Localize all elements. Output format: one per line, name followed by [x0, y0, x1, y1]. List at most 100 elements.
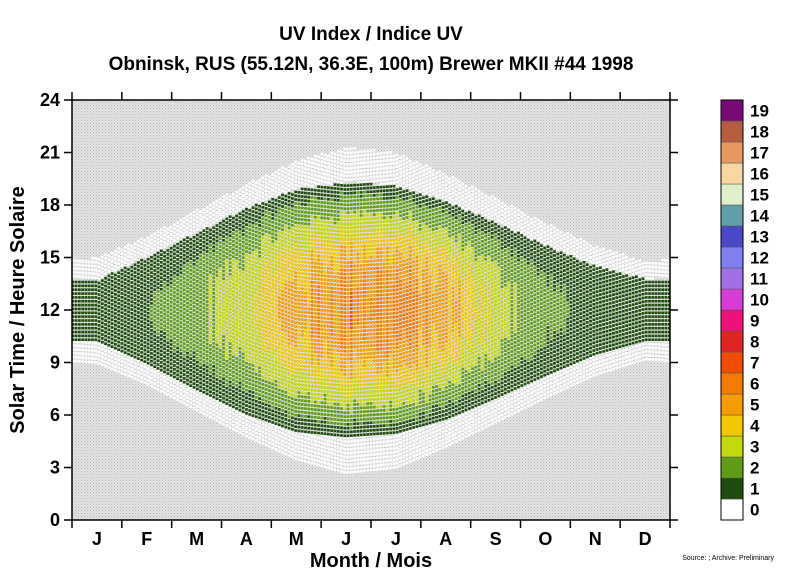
uv-mark-zero [205, 206, 209, 209]
uv-mark [336, 353, 340, 356]
uv-mark [235, 318, 239, 322]
uv-mark [258, 239, 261, 243]
uv-mark [258, 251, 261, 254]
uv-mark [349, 322, 353, 326]
uv-mark [290, 204, 294, 208]
uv-mark [248, 212, 252, 216]
uv-mark [353, 310, 357, 314]
uv-mark [254, 246, 258, 249]
uv-mark [271, 297, 275, 301]
uv-mark [81, 338, 85, 342]
uv-mark-zero [182, 386, 186, 390]
uv-mark [317, 243, 320, 246]
uv-mark-zero [287, 438, 291, 442]
uv-mark [143, 260, 147, 263]
uv-mark [333, 314, 337, 317]
uv-mark-zero [304, 175, 307, 178]
uv-mark [297, 225, 301, 229]
uv-mark-zero [72, 340, 75, 343]
uv-mark [320, 312, 324, 316]
uv-mark [192, 259, 196, 262]
uv-mark [199, 262, 203, 265]
uv-mark-zero [343, 159, 347, 162]
uv-mark [313, 339, 317, 342]
uv-mark [313, 196, 317, 200]
uv-mark-zero [294, 449, 298, 453]
uv-mark [254, 369, 258, 372]
uv-mark [189, 295, 193, 299]
uv-mark [327, 371, 330, 374]
uv-mark [304, 411, 307, 414]
uv-mark [327, 405, 330, 409]
uv-mark [91, 296, 94, 299]
uv-mark [150, 282, 153, 286]
uv-mark [327, 421, 330, 424]
uv-mark [179, 348, 183, 352]
uv-mark [343, 184, 347, 187]
uv-mark [313, 412, 317, 415]
uv-mark [268, 269, 271, 273]
uv-mark [346, 411, 350, 415]
uv-mark [245, 327, 248, 330]
uv-mark [222, 396, 225, 400]
uv-mark [153, 288, 157, 292]
uv-mark-zero [264, 436, 268, 439]
uv-mark-zero [169, 237, 173, 240]
uv-mark [231, 382, 235, 386]
uv-mark-zero [349, 178, 353, 181]
uv-mark [317, 412, 320, 416]
uv-mark-zero [313, 181, 317, 185]
uv-mark-zero [248, 432, 252, 435]
uv-mark [235, 372, 239, 376]
uv-mark [274, 295, 278, 298]
uv-mark [258, 416, 261, 420]
uv-mark [205, 361, 209, 365]
uv-mark-zero [304, 167, 307, 171]
uv-mark-zero [346, 440, 350, 444]
uv-mark-zero [87, 360, 91, 364]
uv-mark [317, 254, 320, 258]
uv-mark [336, 295, 340, 298]
uv-mark-zero [87, 341, 91, 345]
uv-mark [320, 358, 324, 362]
uv-mark [150, 329, 153, 332]
uv-mark [297, 329, 301, 333]
uv-mark-zero [228, 206, 232, 210]
uv-mark [153, 276, 157, 280]
uv-mark [264, 368, 268, 372]
uv-mark [218, 264, 222, 267]
uv-mark [281, 374, 284, 378]
uv-mark-zero [327, 462, 330, 466]
uv-mark [281, 259, 284, 262]
uv-mark [195, 303, 199, 306]
uv-mark [254, 284, 258, 288]
uv-mark [166, 345, 170, 348]
uv-mark [215, 347, 219, 351]
uv-mark [97, 339, 101, 343]
uv-mark [317, 196, 320, 200]
uv-mark [294, 263, 298, 267]
uv-mark-zero [228, 422, 232, 425]
uv-mark [205, 365, 209, 369]
uv-mark [258, 335, 261, 339]
uv-mark [336, 195, 340, 198]
uv-mark [241, 402, 245, 406]
uv-mark-zero [251, 426, 255, 429]
uv-mark [294, 406, 298, 409]
uv-mark-zero [150, 376, 153, 380]
uv-mark [268, 373, 271, 377]
uv-mark [114, 289, 117, 292]
uv-mark-zero [340, 150, 343, 154]
uv-mark [110, 337, 114, 341]
uv-mark [333, 395, 337, 398]
uv-mark-zero [353, 443, 357, 447]
uv-mark-zero [84, 271, 88, 275]
uv-mark [130, 335, 134, 338]
uv-mark [179, 271, 183, 275]
uv-mark-zero [143, 254, 147, 257]
uv-mark-zero [140, 249, 144, 252]
uv-mark [304, 257, 307, 260]
uv-mark [254, 230, 258, 234]
uv-mark [294, 352, 298, 355]
uv-mark [77, 338, 81, 342]
